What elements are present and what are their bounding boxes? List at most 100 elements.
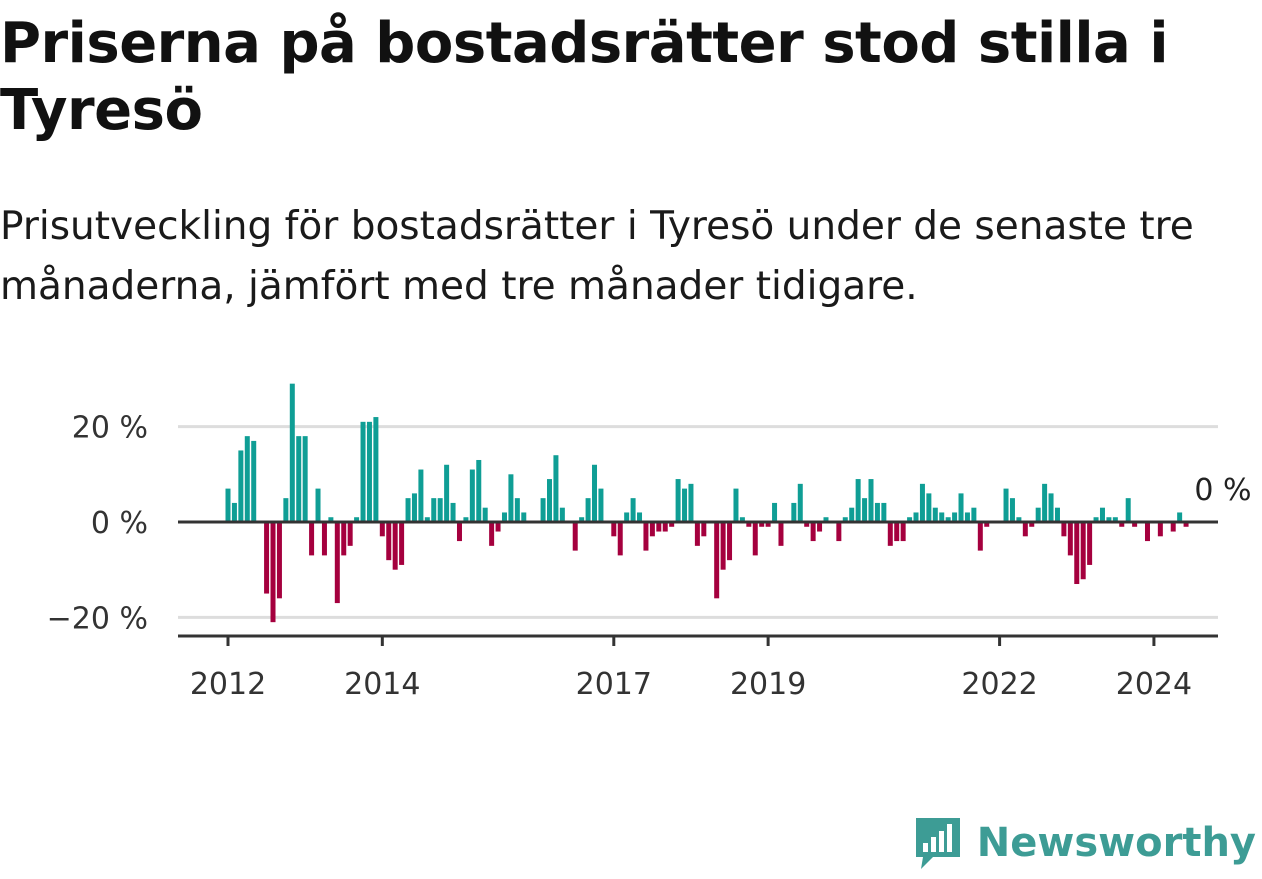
- x-tick-label: 2017: [576, 667, 652, 702]
- bar: [945, 517, 951, 522]
- bar: [1144, 522, 1150, 542]
- bar: [456, 522, 462, 542]
- bar: [881, 502, 887, 522]
- bar: [1035, 507, 1041, 522]
- bar: [476, 459, 482, 522]
- bar: [836, 522, 842, 542]
- bar: [444, 464, 450, 522]
- newsworthy-logo: Newsworthy: [913, 815, 1256, 871]
- bar: [804, 522, 810, 527]
- bar: [765, 522, 771, 527]
- bar: [424, 517, 430, 522]
- bar: [386, 522, 392, 561]
- bar: [411, 493, 417, 522]
- bar: [1112, 517, 1118, 522]
- bar: [1132, 522, 1138, 527]
- grid-lines: [178, 425, 1218, 619]
- bar: [1067, 522, 1073, 556]
- bar-chart: 20 % 0 % −20 % 2012 2014 2017 2019 2022 2024 0 %: [47, 383, 1252, 702]
- bar: [1119, 522, 1125, 527]
- bar: [694, 522, 700, 546]
- bar: [714, 522, 720, 599]
- bar: [321, 522, 327, 556]
- bar: [643, 522, 649, 551]
- bar: [1074, 522, 1080, 585]
- bar: [508, 474, 514, 522]
- bar: [662, 522, 668, 532]
- bar: [572, 522, 578, 551]
- bar: [450, 502, 456, 522]
- bar: [617, 522, 623, 556]
- bar: [559, 507, 565, 522]
- bar: [1183, 522, 1189, 527]
- bar: [495, 522, 501, 532]
- bar: [688, 483, 694, 522]
- bar: [302, 436, 308, 522]
- page-subtitle: Prisutveckling för bostadsrätter i Tyres…: [0, 204, 1194, 309]
- bar: [1022, 522, 1028, 537]
- bar: [984, 522, 990, 527]
- last-value-label: 0 %: [1194, 473, 1251, 508]
- bar: [585, 498, 591, 522]
- bar: [1157, 522, 1163, 537]
- bar: [624, 512, 630, 522]
- bar: [964, 512, 970, 522]
- bar: [675, 479, 681, 522]
- bar: [1099, 507, 1105, 522]
- bar: [797, 483, 803, 522]
- bar: [1009, 498, 1015, 522]
- bar: [553, 455, 559, 522]
- bar: [874, 502, 880, 522]
- bar: [887, 522, 893, 546]
- bar: [296, 436, 302, 522]
- bar: [547, 479, 552, 522]
- bar: [540, 498, 546, 522]
- bar: [1093, 517, 1099, 522]
- bar: [469, 469, 475, 522]
- bar: [225, 488, 231, 522]
- bar: [926, 493, 932, 522]
- bar: [231, 502, 237, 522]
- bar: [251, 440, 257, 522]
- bar: [1170, 522, 1176, 532]
- bar: [900, 522, 906, 542]
- bar: [823, 517, 829, 522]
- bar: [932, 507, 938, 522]
- bar: [971, 507, 977, 522]
- bar: [366, 421, 372, 522]
- bar: [630, 498, 636, 522]
- bar: [894, 522, 900, 542]
- bar: [431, 498, 437, 522]
- bar: [868, 479, 874, 522]
- bar: [739, 517, 745, 522]
- bar: [289, 383, 295, 522]
- bar: [482, 507, 488, 522]
- bar: [842, 517, 848, 522]
- x-tick-label: 2014: [344, 667, 420, 702]
- bar: [264, 522, 270, 594]
- bar: [598, 488, 604, 522]
- axes: [178, 520, 1218, 646]
- y-tick-label: 0 %: [91, 506, 148, 541]
- page-title: Priserna på bostadsrätter stod stilla i …: [0, 11, 1169, 143]
- bar: [354, 517, 360, 522]
- bar: [1087, 522, 1093, 565]
- bar: [315, 488, 321, 522]
- bar: [309, 522, 315, 556]
- bar: [1029, 522, 1035, 527]
- x-tick-label: 2024: [1116, 667, 1192, 702]
- bar: [392, 522, 398, 570]
- bar: [701, 522, 707, 537]
- bar: [1061, 522, 1067, 537]
- bar: [592, 464, 598, 522]
- bar: [1106, 517, 1112, 522]
- bar: [611, 522, 617, 537]
- bar: [849, 507, 855, 522]
- bar: [637, 512, 643, 522]
- bar: [1177, 512, 1183, 522]
- bar: [759, 522, 765, 527]
- bar: [1048, 493, 1054, 522]
- x-tick-label: 2022: [961, 667, 1037, 702]
- bar: [399, 522, 405, 565]
- x-tick-label: 2012: [190, 667, 266, 702]
